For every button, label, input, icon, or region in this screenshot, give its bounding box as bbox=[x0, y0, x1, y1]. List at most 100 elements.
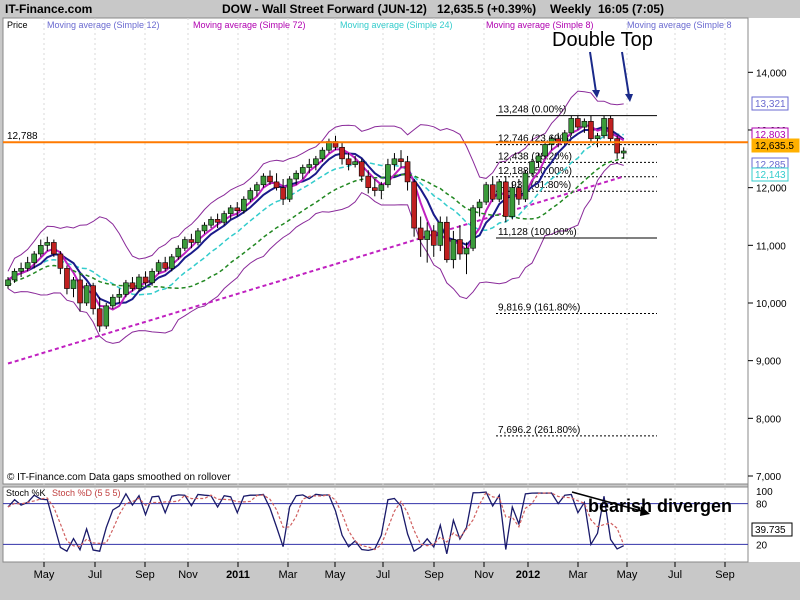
candle-body bbox=[214, 219, 221, 223]
candle-body bbox=[11, 270, 18, 281]
y-tick-label: 8,000 bbox=[756, 414, 781, 425]
price-badge bbox=[751, 96, 789, 111]
divergence-arrow bbox=[571, 491, 650, 516]
candle-body bbox=[142, 276, 149, 284]
candle-body bbox=[293, 172, 300, 180]
candle-body bbox=[568, 118, 575, 134]
candle-body bbox=[182, 239, 188, 249]
candle-body bbox=[575, 118, 581, 128]
legend-ma8b: Moving average (Simple 8 bbox=[627, 20, 732, 30]
candle-body bbox=[83, 285, 90, 304]
x-tick-label: May bbox=[325, 569, 346, 581]
candle-body bbox=[168, 256, 175, 269]
stoch-tick-label: 100 bbox=[756, 487, 773, 498]
candle-body bbox=[227, 207, 234, 214]
candle-body bbox=[516, 187, 522, 200]
stoch-value-label: 39.735 bbox=[755, 525, 786, 536]
candle-body bbox=[450, 239, 457, 261]
candle-body bbox=[470, 207, 476, 249]
legend-ma72: Moving average (Simple 72) bbox=[193, 20, 306, 30]
x-tick-label: May bbox=[617, 569, 638, 581]
bearish-divergence-label: bearish divergen bbox=[588, 496, 732, 516]
candle-body bbox=[188, 239, 195, 243]
fib-label: 12,438 (38.20%) bbox=[498, 151, 572, 162]
y-tick-label: 7,000 bbox=[756, 472, 781, 483]
x-tick-label: Jul bbox=[376, 569, 390, 581]
candle-body bbox=[70, 279, 77, 289]
fib-label: 12,746 (23.60%) bbox=[498, 134, 572, 145]
candle-body bbox=[44, 242, 51, 246]
candle-body bbox=[195, 230, 201, 243]
candle-body bbox=[437, 221, 444, 246]
price-panel bbox=[2, 17, 749, 485]
candle-body bbox=[129, 282, 136, 289]
candle-body bbox=[496, 181, 503, 200]
candle-body bbox=[103, 305, 110, 327]
x-tick-label: Jul bbox=[668, 569, 682, 581]
x-tick-label: 2012 bbox=[516, 569, 540, 581]
candle-body bbox=[457, 239, 463, 255]
grid bbox=[43, 18, 726, 562]
stoch-title-k: Stoch %K bbox=[6, 488, 46, 498]
candle-body bbox=[313, 158, 319, 165]
candle-body bbox=[542, 144, 548, 157]
y-tick-label: 11,000 bbox=[756, 241, 786, 252]
fib-label: 9,816.9 (161.80%) bbox=[498, 303, 580, 314]
candle-body bbox=[5, 279, 11, 286]
candle-body bbox=[385, 164, 391, 186]
candle-body bbox=[57, 253, 64, 269]
legend-ma24: Moving average (Simple 24) bbox=[340, 20, 453, 30]
fibonacci-levels: 13,248 (0.00%) 12,746 (23.60%) 12,438 (38.… bbox=[496, 105, 657, 437]
candle-body bbox=[417, 227, 424, 240]
candle-body bbox=[555, 138, 562, 142]
x-axis: May Jul Sep Nov 2011 Mar May Jul Sep Nov 2012 Mar Ma… bbox=[34, 562, 735, 581]
candle-body bbox=[299, 167, 306, 174]
candle-body bbox=[286, 178, 293, 200]
quote-label: 12,635.5 (+0.39%) bbox=[437, 2, 536, 16]
x-tick-label: Sep bbox=[715, 569, 735, 581]
bollinger-bands bbox=[7, 90, 624, 344]
stoch-d-line bbox=[7, 491, 625, 551]
candle-body bbox=[162, 262, 168, 269]
candle-body bbox=[352, 161, 358, 165]
y-tick-label: 12,000 bbox=[756, 184, 787, 195]
candle-body bbox=[306, 164, 313, 168]
candle-body bbox=[201, 224, 208, 232]
fib-label: 11,128 (100.00%) bbox=[498, 227, 577, 238]
candle-body bbox=[149, 270, 155, 284]
candle-body bbox=[411, 181, 417, 229]
candle-body bbox=[77, 279, 83, 304]
upper-band bbox=[7, 90, 624, 272]
candle-body bbox=[561, 132, 568, 142]
candle-body bbox=[254, 184, 260, 191]
candle-body bbox=[535, 155, 542, 162]
candle-body bbox=[404, 161, 411, 183]
candle-body bbox=[581, 121, 588, 128]
candle-body bbox=[607, 118, 614, 139]
stoch-title-d: Stoch %D (5 5 5) bbox=[52, 488, 121, 498]
x-tick-label: Mar bbox=[569, 569, 588, 581]
candle-body bbox=[358, 161, 365, 177]
candle-body bbox=[345, 158, 352, 165]
footer-note: © IT-Finance.com Data gaps smoothed on r… bbox=[7, 472, 231, 483]
price-badge-label: 12,143 bbox=[755, 170, 786, 181]
candle-body bbox=[51, 242, 57, 255]
instrument-label: DOW - Wall Street Forward (JUN-12) bbox=[222, 2, 427, 16]
legend-price: Price bbox=[7, 20, 28, 30]
candle-body bbox=[620, 150, 627, 154]
candle-body bbox=[529, 161, 535, 174]
price-badge-label: 12,803 bbox=[755, 130, 786, 141]
price-badge-label: 12,285 bbox=[755, 160, 786, 171]
candle-body bbox=[319, 149, 326, 160]
double-top-arrows bbox=[589, 51, 633, 102]
candle-body bbox=[37, 245, 44, 255]
candle-body bbox=[489, 184, 496, 200]
legend: Price Moving average (Simple 12) Moving … bbox=[7, 20, 732, 30]
candle-body bbox=[509, 187, 516, 217]
level-label: 12,788 bbox=[7, 131, 38, 142]
x-tick-label: Mar bbox=[279, 569, 298, 581]
candle-body bbox=[90, 285, 96, 310]
x-tick-label: 2011 bbox=[226, 569, 250, 581]
